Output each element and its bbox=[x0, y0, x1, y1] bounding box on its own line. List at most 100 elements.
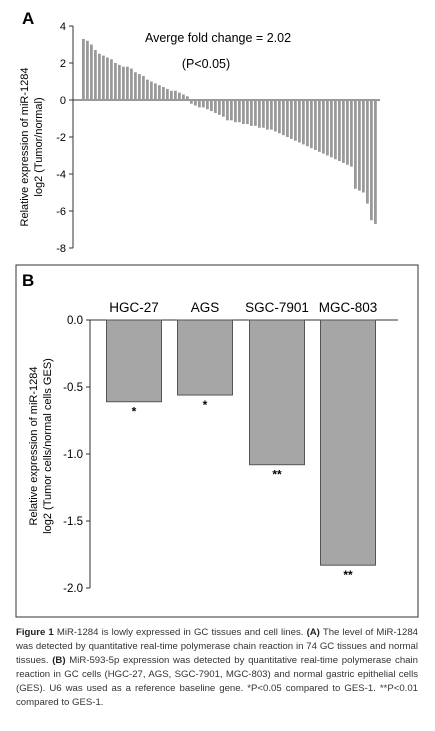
panel-a-bar bbox=[158, 85, 161, 100]
panel-a-bar bbox=[98, 53, 101, 100]
panel-b-category-label: AGS bbox=[191, 300, 220, 315]
panel-a-bar bbox=[242, 100, 245, 125]
panel-a-bar bbox=[374, 100, 377, 224]
panel-a-tick-label: -2 bbox=[56, 132, 66, 144]
panel-b-significance: * bbox=[132, 405, 137, 419]
panel-a-bar bbox=[178, 92, 181, 100]
panel-a-bar bbox=[250, 100, 253, 126]
panel-a-bar bbox=[198, 100, 201, 108]
panel-a-bar bbox=[206, 100, 209, 110]
panel-a-bar bbox=[330, 100, 333, 158]
panel-a-bar bbox=[102, 55, 105, 100]
panel-a-bar bbox=[146, 79, 149, 100]
panel-a-bar bbox=[266, 100, 269, 130]
panel-a-bar bbox=[290, 100, 293, 139]
panel-a-bar bbox=[214, 100, 217, 113]
panel-a-bar bbox=[326, 100, 329, 156]
panel-a-bar bbox=[286, 100, 289, 137]
panel-a-bar bbox=[246, 100, 249, 125]
caption-b-label: (B) bbox=[52, 655, 66, 666]
panel-a-bar bbox=[154, 83, 157, 100]
panel-a-bar bbox=[302, 100, 305, 145]
panel-a-bar bbox=[82, 38, 85, 100]
panel-a-label: A bbox=[22, 9, 34, 28]
caption-a-label: (A) bbox=[306, 627, 320, 638]
panel-b-bar-1 bbox=[106, 319, 162, 403]
panel-b-significance: ** bbox=[343, 568, 353, 582]
panel-a-bar bbox=[186, 96, 189, 100]
panel-a-bar bbox=[230, 100, 233, 121]
panel-a-bar bbox=[190, 100, 193, 104]
panel-a-bar bbox=[310, 100, 313, 149]
panel-a-bar bbox=[254, 100, 257, 126]
panel-a-bar bbox=[110, 59, 113, 100]
panel-b-bars: HGC-27 * AGS * SGC-7901 ** MGC-803 ** bbox=[106, 300, 377, 582]
panel-a-tick-label: 4 bbox=[60, 21, 66, 33]
panel-a-ylabel2: log2 (Tumor/normal) bbox=[33, 97, 45, 196]
panel-a-bar bbox=[370, 100, 373, 221]
panel-a-bar bbox=[282, 100, 285, 136]
panel-a-bar bbox=[194, 100, 197, 106]
panel-a-bar bbox=[142, 75, 145, 100]
panel-a-tick-label: 0 bbox=[60, 95, 66, 107]
panel-a-bar bbox=[362, 100, 365, 193]
caption-title: MiR-1284 is lowly expressed in GC tissue… bbox=[56, 627, 304, 638]
panel-a-bar bbox=[306, 100, 309, 147]
panel-a: A Relative expression of miR-1284 log2 (… bbox=[19, 9, 380, 255]
panel-a-bar bbox=[298, 100, 301, 143]
panel-a-bar bbox=[222, 100, 225, 117]
panel-b-category-label: SGC-7901 bbox=[245, 300, 309, 315]
panel-a-bar bbox=[358, 100, 361, 191]
panel-b-significance: ** bbox=[272, 468, 282, 482]
panel-a-bar bbox=[318, 100, 321, 152]
panel-a-bar bbox=[130, 68, 133, 100]
panel-b-ylabel: Relative expression of miR-1284 bbox=[28, 367, 40, 526]
figure: A Relative expression of miR-1284 log2 (… bbox=[15, 9, 419, 618]
panel-a-bar bbox=[234, 100, 237, 123]
panel-a-bar bbox=[170, 90, 173, 100]
panel-a-tick-label: 2 bbox=[60, 58, 66, 70]
caption-text-a: The level of MiR-1284 was detected by qu… bbox=[16, 627, 418, 666]
panel-a-bar bbox=[342, 100, 345, 163]
panel-a-bar bbox=[270, 100, 273, 130]
panel-a-bar bbox=[166, 88, 169, 100]
panel-b-category-label: HGC-27 bbox=[109, 300, 159, 315]
panel-a-bar bbox=[346, 100, 349, 165]
panel-a-bar bbox=[294, 100, 297, 141]
panel-a-bar bbox=[258, 100, 261, 128]
panel-a-bar bbox=[106, 57, 109, 100]
panel-b-significance: * bbox=[203, 398, 208, 412]
caption-figure-label: Figure 1 bbox=[16, 627, 54, 638]
panel-a-bar bbox=[354, 100, 357, 189]
caption-text-b: MiR-593-5p expression was detected by qu… bbox=[16, 655, 418, 708]
panel-a-bar bbox=[314, 100, 317, 150]
panel-a-tick-label: -8 bbox=[56, 243, 66, 255]
panel-a-bar bbox=[86, 40, 89, 100]
panel-a-bar bbox=[202, 100, 205, 108]
panel-a-bar bbox=[322, 100, 325, 154]
panel-a-bar bbox=[182, 94, 185, 100]
panel-b-tick-label: -2.0 bbox=[63, 583, 83, 595]
panel-b-tick-label: 0.0 bbox=[67, 315, 83, 327]
panel-b-y-axis: 0.0 -0.5 -1.0 -1.5 -2.0 bbox=[63, 315, 398, 595]
panel-a-bar bbox=[278, 100, 281, 134]
panel-a-bar bbox=[90, 44, 93, 100]
panel-a-bar bbox=[350, 100, 353, 167]
figure-caption: Figure 1 MiR-1284 is lowly expressed in … bbox=[16, 626, 418, 710]
panel-a-bar bbox=[94, 50, 97, 100]
panel-a-tick-label: -6 bbox=[56, 206, 66, 218]
panel-a-bar bbox=[150, 81, 153, 100]
panel-a-annotation: Averge fold change = 2.02 bbox=[145, 31, 291, 45]
panel-a-bar bbox=[114, 63, 117, 100]
panel-b-bar-3 bbox=[249, 319, 305, 466]
panel-a-bar bbox=[226, 100, 229, 121]
panel-a-bar bbox=[134, 72, 137, 100]
panel-a-bar bbox=[334, 100, 337, 160]
panel-b-bar-4 bbox=[320, 319, 376, 566]
panel-a-tick-label: -4 bbox=[56, 169, 66, 181]
panel-a-bar bbox=[338, 100, 341, 162]
panel-a-bar bbox=[126, 66, 129, 100]
panel-b: B Relative expression of miR-1284 log2 (… bbox=[15, 264, 419, 618]
panel-a-bar bbox=[138, 74, 141, 100]
panel-a-bar bbox=[238, 100, 241, 123]
